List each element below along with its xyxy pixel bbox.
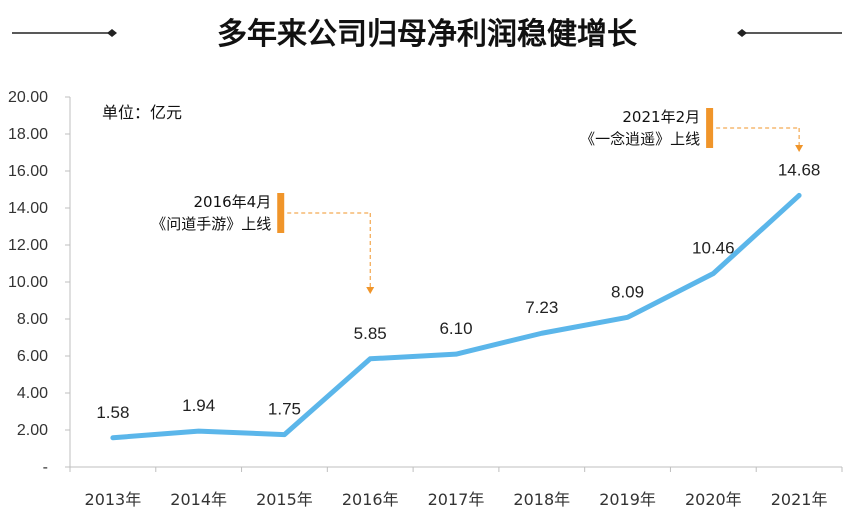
annotation-date: 2016年4月 — [194, 193, 272, 211]
x-tick-label: 2019年 — [599, 490, 656, 509]
chart-title: 多年来公司归母净利润稳健增长 — [217, 17, 637, 52]
y-tick-label: - — [43, 459, 48, 476]
x-tick-label: 2016年 — [342, 490, 399, 509]
y-tick-label: 14.00 — [8, 200, 48, 217]
y-tick-label: 16.00 — [8, 163, 48, 180]
annotation-group: 2016年4月《问道手游》上线 2021年2月《一念逍遥》上线 — [151, 108, 804, 294]
data-label-group: 1.58 1.94 1.75 5.85 6.10 7.23 8.09 10.46 14.68 — [96, 160, 820, 421]
annotation-event: 《一念逍遥》上线 — [580, 130, 700, 148]
data-label: 7.23 — [525, 298, 558, 317]
x-tick-label: 2013年 — [85, 490, 142, 509]
x-tick-label: 2017年 — [428, 490, 485, 509]
y-tick-label: 12.00 — [8, 237, 48, 254]
data-label: 1.94 — [182, 396, 215, 415]
data-label: 6.10 — [439, 319, 472, 338]
x-tick-label: 2018年 — [513, 490, 570, 509]
annotation-marker — [277, 193, 285, 233]
x-tick-label: 2021年 — [771, 490, 828, 509]
annotation-marker — [706, 108, 714, 148]
x-tick-group: 2013年 2014年 2015年 2016年 2017年 2018年 2019年 2020年… — [69, 467, 843, 509]
unit-label: 单位：亿元 — [102, 103, 182, 122]
title-diamond-left — [107, 29, 117, 37]
data-label: 14.68 — [778, 160, 821, 179]
data-label: 1.75 — [268, 400, 301, 419]
y-tick-label: 8.00 — [17, 311, 48, 328]
y-tick-label: 2.00 — [17, 422, 48, 439]
annotation-arrowhead — [795, 145, 804, 152]
annotation-event: 《问道手游》上线 — [151, 215, 271, 233]
y-tick-group: - 2.00 4.00 6.00 8.00 10.00 12.00 14.00 16.00 18.… — [8, 89, 70, 476]
data-label: 8.09 — [611, 282, 644, 301]
y-tick-label: 18.00 — [8, 126, 48, 143]
data-label: 10.46 — [692, 238, 735, 257]
y-tick-label: 20.00 — [8, 89, 48, 106]
x-tick-label: 2020年 — [685, 490, 742, 509]
annotation-date: 2021年2月 — [622, 108, 700, 126]
x-tick-label: 2014年 — [170, 490, 227, 509]
y-tick-label: 10.00 — [8, 274, 48, 291]
y-tick-label: 4.00 — [17, 385, 48, 402]
y-tick-label: 6.00 — [17, 348, 48, 365]
annotation-arrowhead — [366, 287, 375, 294]
data-label: 5.85 — [354, 324, 387, 343]
title-diamond-right — [737, 29, 747, 37]
x-tick-label: 2015年 — [256, 490, 313, 509]
series-line — [110, 192, 802, 441]
data-label: 1.58 — [96, 403, 129, 422]
